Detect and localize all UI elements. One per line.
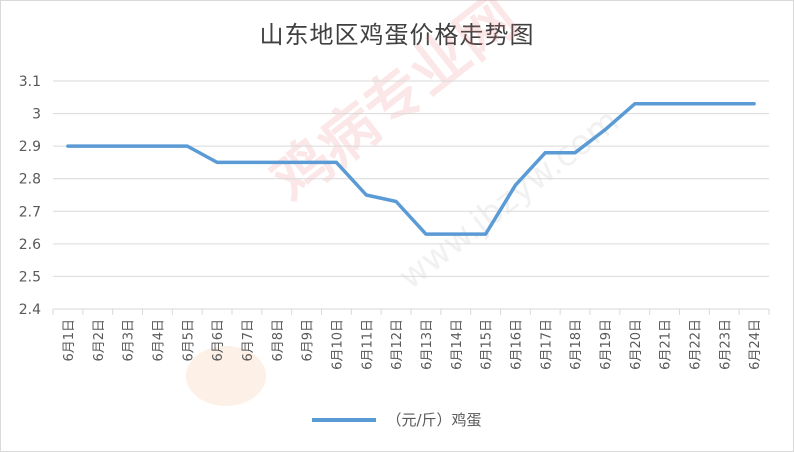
y-tick-label: 3 [32, 107, 41, 123]
data-point [573, 151, 577, 155]
y-tick-label: 2.9 [19, 139, 41, 155]
data-point [543, 151, 547, 155]
data-point [722, 102, 726, 106]
x-tick-label: 6月12日 [390, 319, 405, 370]
x-tick-label: 6月11日 [360, 319, 375, 370]
y-tick-label: 2.8 [19, 172, 41, 188]
x-tick-label: 6月1日 [62, 319, 77, 362]
x-tick-label: 6月13日 [420, 319, 435, 370]
legend-swatch [312, 417, 377, 422]
x-tick-label: 6月2日 [92, 319, 107, 362]
x-tick-label: 6月4日 [151, 319, 166, 362]
y-tick-label: 2.7 [19, 204, 41, 220]
x-tick-label: 6月24日 [748, 319, 763, 370]
x-tick-label: 6月16日 [509, 319, 524, 370]
data-point [394, 200, 398, 204]
x-tick-label: 6月15日 [480, 319, 495, 370]
data-point [454, 232, 458, 236]
data-point [603, 128, 607, 132]
x-tick-label: 6月7日 [241, 319, 256, 362]
data-point [185, 144, 189, 148]
data-point [305, 160, 309, 164]
x-tick-label: 6月23日 [718, 319, 733, 370]
y-tick-label: 2.5 [19, 269, 41, 285]
x-tick-label: 6月19日 [599, 319, 614, 370]
data-point [126, 144, 130, 148]
data-point [275, 160, 279, 164]
x-tick-label: 6月5日 [181, 319, 196, 362]
x-tick-label: 6月18日 [569, 319, 584, 370]
data-point [484, 232, 488, 236]
data-point [364, 193, 368, 197]
series-line [66, 102, 756, 236]
data-point [155, 144, 159, 148]
x-tick-label: 6月20日 [629, 319, 644, 370]
x-tick-label: 6月6日 [211, 319, 226, 362]
data-point [513, 183, 517, 187]
y-tick-label: 2.6 [19, 237, 41, 253]
data-point [424, 232, 428, 236]
data-point [752, 102, 756, 106]
data-point [663, 102, 667, 106]
x-tick-label: 6月21日 [659, 319, 674, 370]
legend: （元/斤）鸡蛋 [1, 409, 793, 430]
x-tick-label: 6月8日 [271, 319, 286, 362]
x-tick-label: 6月22日 [688, 319, 703, 370]
data-point [334, 160, 338, 164]
data-point [66, 144, 70, 148]
chart-title: 山东地区鸡蛋价格走势图 [259, 21, 535, 49]
data-point [692, 102, 696, 106]
y-tick-label: 2.4 [19, 302, 41, 318]
x-tick-label: 6月9日 [301, 319, 316, 362]
y-tick-label: 3.1 [19, 74, 41, 90]
data-point [96, 144, 100, 148]
x-tick-label: 6月14日 [450, 319, 465, 370]
x-tick-label: 6月17日 [539, 319, 554, 370]
legend-label: （元/斤）鸡蛋 [386, 411, 482, 429]
data-point [215, 160, 219, 164]
x-tick-label: 6月10日 [330, 319, 345, 370]
data-point [633, 102, 637, 106]
data-point [245, 160, 249, 164]
x-tick-label: 6月3日 [122, 319, 137, 362]
